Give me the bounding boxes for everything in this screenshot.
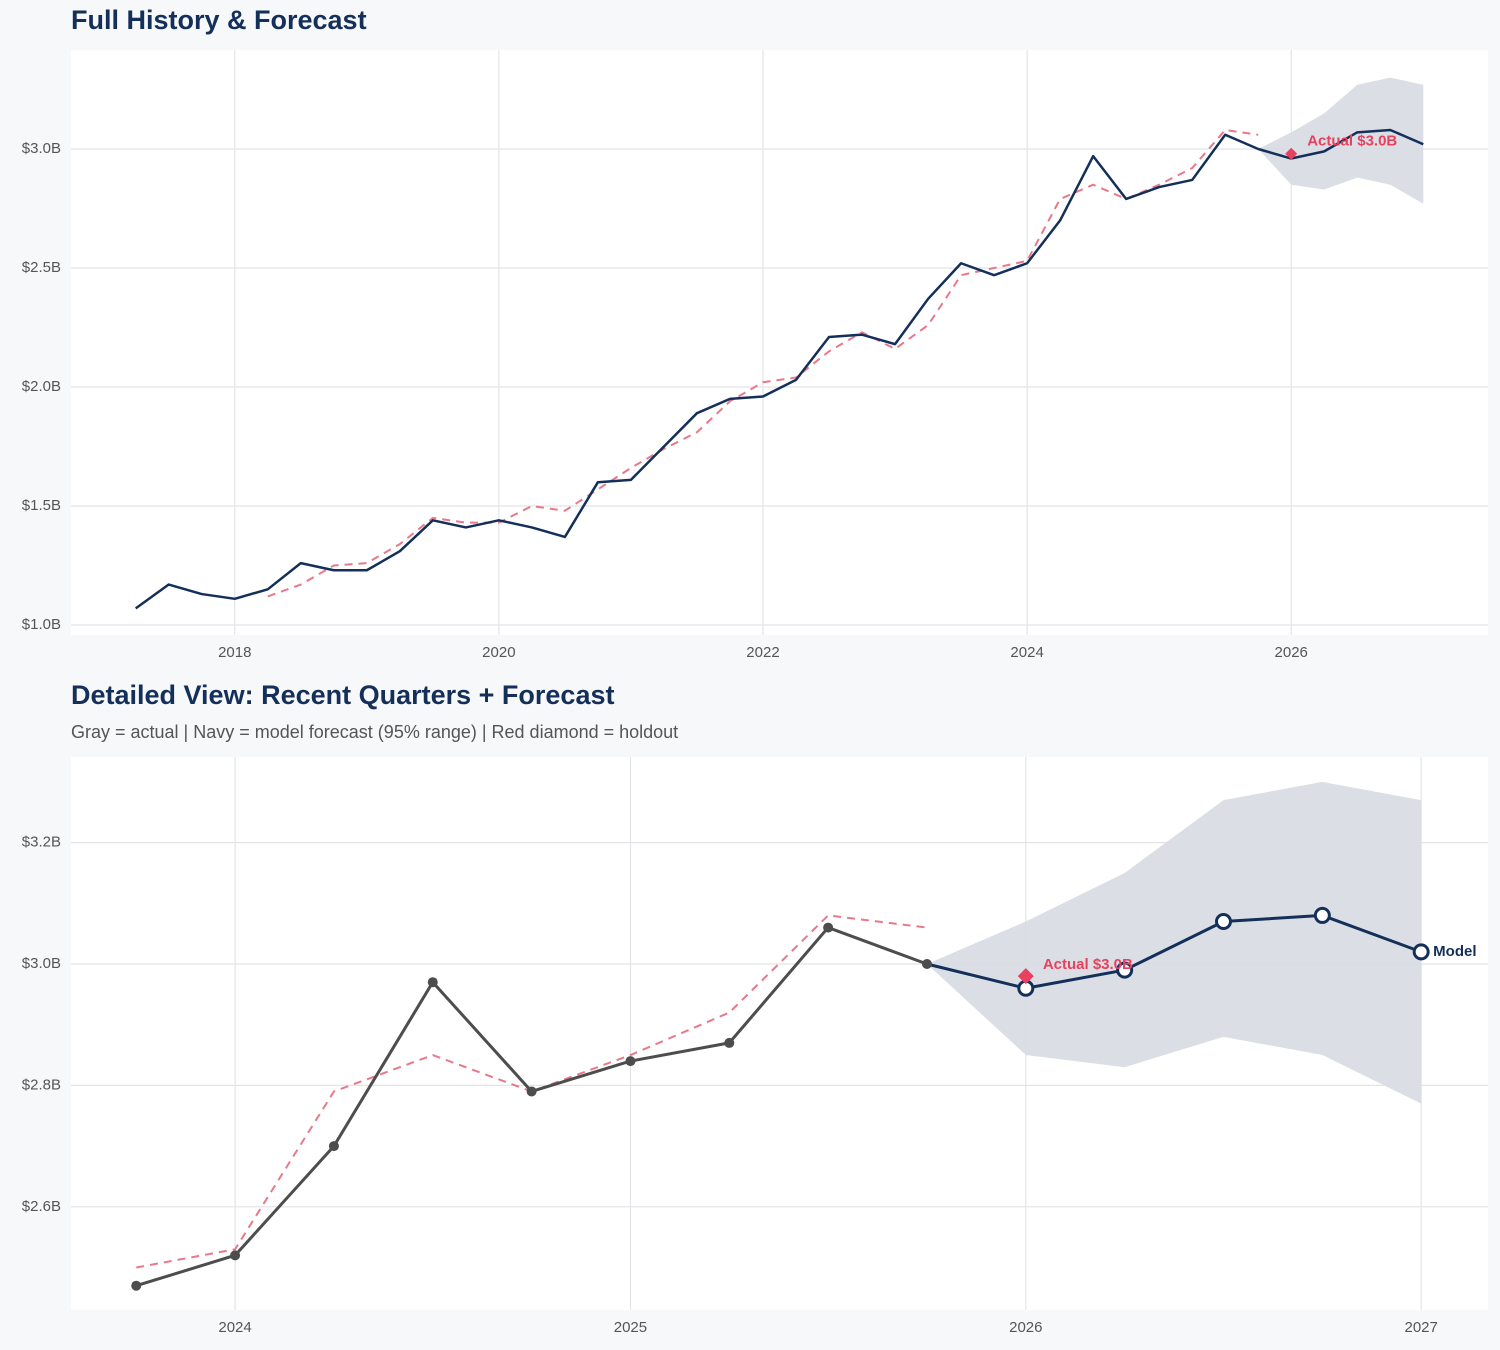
y-tick-label: $1.5B (22, 497, 61, 514)
x-tick-label: 2027 (1404, 1319, 1437, 1336)
backtest-line (267, 128, 1259, 598)
holdout-label: Actual $3.0B (1043, 956, 1133, 973)
y-tick-label: $3.0B (22, 955, 61, 972)
chart-title: Full History & Forecast (71, 5, 367, 35)
y-tick-label: $1.0B (22, 616, 61, 633)
x-tick-label: 2026 (1275, 644, 1308, 661)
holdout-marker (1017, 968, 1034, 985)
series-line (1290, 128, 1424, 160)
point (526, 1086, 537, 1097)
point (625, 1056, 636, 1067)
holdout-label: Actual $3.0B (1307, 133, 1397, 150)
point (1214, 913, 1232, 931)
point (1412, 943, 1430, 961)
x-tick-label: 2018 (218, 644, 251, 661)
y-tick-label: $2.6B (22, 1198, 61, 1215)
forecast-connector (1257, 147, 1292, 160)
y-tick-label: $2.5B (22, 259, 61, 276)
point (427, 977, 438, 988)
point (131, 1280, 142, 1291)
x-tick-label: 2026 (1009, 1319, 1042, 1336)
y-tick-label: $3.2B (22, 834, 61, 851)
plot-area (71, 50, 1488, 635)
point (921, 958, 932, 969)
x-tick-label: 2020 (482, 644, 515, 661)
x-tick-label: 2024 (218, 1319, 251, 1336)
y-tick-label: $2.8B (22, 1076, 61, 1093)
y-tick-label: $3.0B (22, 140, 61, 157)
x-tick-label: 2025 (614, 1319, 647, 1336)
chart-subtitle: Gray = actual | Navy = model forecast (9… (71, 722, 678, 742)
point (823, 922, 834, 933)
x-tick-label: 2022 (746, 644, 779, 661)
point (1313, 906, 1331, 924)
forecast-band (926, 781, 1422, 1104)
end-label: Model (1433, 943, 1476, 960)
series-line (134, 133, 1259, 610)
point (724, 1037, 735, 1048)
y-tick-label: $2.0B (22, 378, 61, 395)
x-tick-label: 2024 (1010, 644, 1043, 661)
point (328, 1141, 339, 1152)
point (230, 1250, 241, 1261)
holdout-marker (1285, 147, 1298, 160)
forecast-connector (926, 962, 1027, 990)
chart-title: Detailed View: Recent Quarters + Forecas… (71, 680, 614, 710)
point (1116, 961, 1134, 979)
